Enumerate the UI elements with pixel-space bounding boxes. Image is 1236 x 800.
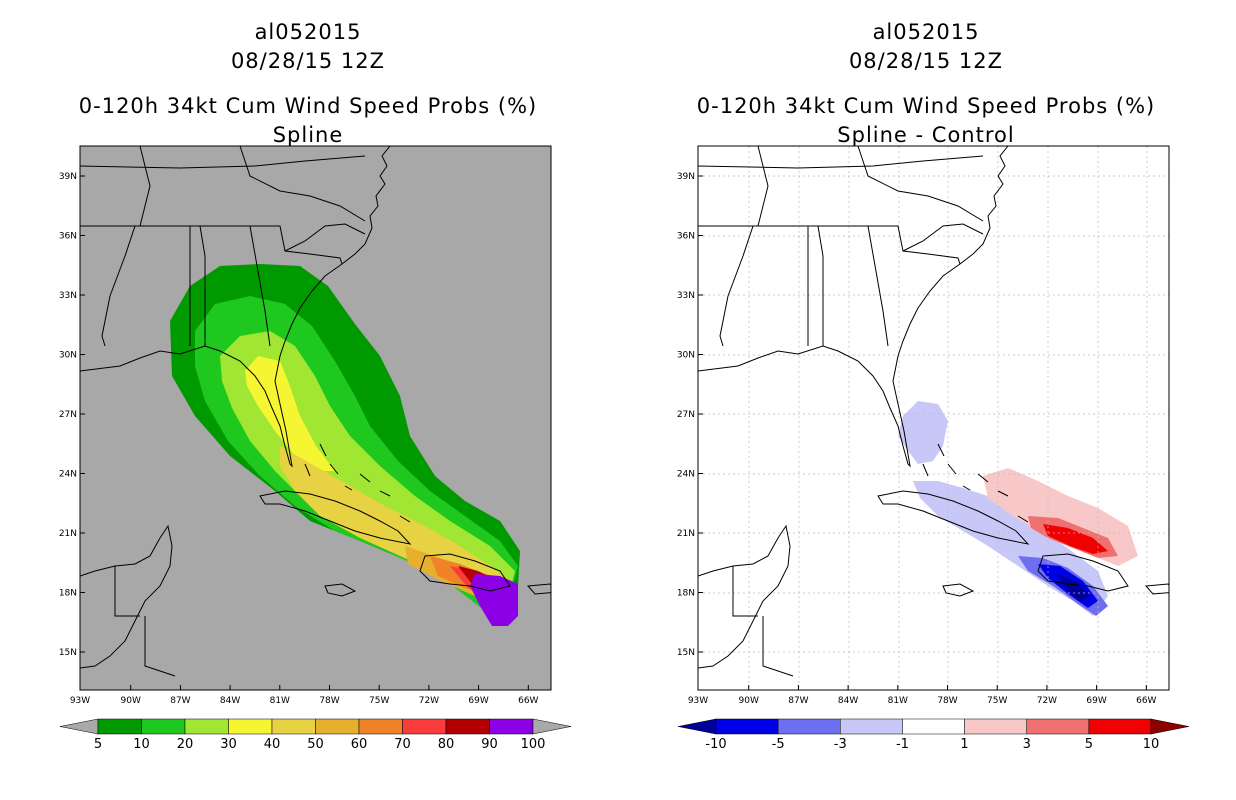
colorbar-label: 50 <box>307 737 324 752</box>
colorbar-segment <box>489 718 534 735</box>
lon-tick-label: 93W <box>70 696 90 706</box>
colorbar-under-triangle <box>677 718 717 735</box>
lat-tick-label: 18N <box>59 589 77 599</box>
colorbar-segment <box>141 718 186 735</box>
right-ticks: 39N 36N 33N 30N 27N 24N 21N 18N 15N 93W 90W 87W 84W 8… <box>677 172 1157 706</box>
lat-tick-label: 39N <box>59 172 77 182</box>
graticule <box>698 146 1169 690</box>
lon-tick-label: 78W <box>319 696 339 706</box>
colorbar-label: 10 <box>1143 737 1160 752</box>
lon-tick-label: 66W <box>518 696 538 706</box>
left-product: 0-120h 34kt Cum Wind Speed Probs (%) <box>78 94 538 118</box>
lat-tick-label: 33N <box>677 291 695 301</box>
lat-tick-label: 15N <box>677 648 695 658</box>
colorbar-segment <box>902 718 965 735</box>
lon-tick-label: 87W <box>170 696 190 706</box>
colorbar-label: 80 <box>438 737 455 752</box>
lat-tick-label: 21N <box>59 529 77 539</box>
colorbar-over-triangle <box>532 718 572 735</box>
colorbar-label: 70 <box>394 737 411 752</box>
left-subtitle: Spline <box>272 123 344 147</box>
right-product: 0-120h 34kt Cum Wind Speed Probs (%) <box>696 94 1156 118</box>
colorbar-segment <box>271 718 316 735</box>
right-date: 08/28/15 12Z <box>848 49 1004 73</box>
colorbar-segment <box>184 718 229 735</box>
colorbar-segment <box>1026 718 1090 735</box>
colorbar-over-triangle <box>1150 718 1190 735</box>
colorbar-label: 100 <box>521 737 546 752</box>
right-panel-title: al052015 08/28/15 12Z 0-120h 34kt Cum Wi… <box>626 18 1226 150</box>
right-subtitle: Spline - Control <box>837 123 1015 147</box>
lat-tick-label: 15N <box>59 648 77 658</box>
colorbar-label: 5 <box>1085 737 1093 752</box>
colorbar-label: 1 <box>960 737 968 752</box>
lat-tick-label: 21N <box>677 529 695 539</box>
colorbar-label: 20 <box>177 737 194 752</box>
lat-tick-label: 27N <box>677 410 695 420</box>
lon-tick-label: 87W <box>788 696 808 706</box>
colorbar-segment <box>315 718 360 735</box>
lon-tick-label: 75W <box>369 696 389 706</box>
lon-tick-label: 81W <box>270 696 290 706</box>
lat-tick-label: 36N <box>59 232 77 242</box>
left-ticks: 39N 36N 33N 30N 27N 24N 21N 18N 15N 93W 90W 87W 84W 8… <box>59 172 539 706</box>
colorbar-label: 40 <box>264 737 281 752</box>
lat-tick-label: 18N <box>677 589 695 599</box>
lat-tick-label: 33N <box>59 291 77 301</box>
left-map <box>79 145 552 691</box>
colorbar-label: -1 <box>896 737 909 752</box>
colorbar-label: 5 <box>94 737 102 752</box>
colorbar-under-triangle <box>59 718 99 735</box>
lon-tick-label: 81W <box>888 696 908 706</box>
colorbar-label: 3 <box>1023 737 1031 752</box>
colorbar-segment <box>840 718 903 735</box>
lon-tick-label: 90W <box>739 696 759 706</box>
lat-tick-label: 30N <box>59 351 77 361</box>
lon-tick-label: 78W <box>937 696 957 706</box>
lon-tick-label: 84W <box>220 696 240 706</box>
lon-tick-label: 72W <box>1037 696 1057 706</box>
colorbar-segment <box>1088 718 1152 735</box>
left-colorbar: 5 10 20 30 40 50 60 70 80 90 100 <box>59 718 572 752</box>
lon-tick-label: 84W <box>838 696 858 706</box>
lon-tick-label: 93W <box>688 696 708 706</box>
colorbar-label: 90 <box>481 737 498 752</box>
right-colorbar: -10 -5 -3 -1 1 3 5 10 <box>677 718 1190 752</box>
left-storm-id: al052015 <box>254 20 362 44</box>
lat-tick-label: 39N <box>677 172 695 182</box>
lat-tick-label: 36N <box>677 232 695 242</box>
colorbar-segment <box>715 718 779 735</box>
right-map <box>697 145 1170 691</box>
lat-tick-label: 24N <box>59 470 77 480</box>
lon-tick-label: 90W <box>121 696 141 706</box>
colorbar-segment <box>964 718 1027 735</box>
colorbar-segment <box>402 718 447 735</box>
left-panel-title: al052015 08/28/15 12Z 0-120h 34kt Cum Wi… <box>8 18 608 150</box>
colorbar-label: 30 <box>220 737 237 752</box>
colorbar-segment <box>228 718 273 735</box>
lat-tick-label: 27N <box>59 410 77 420</box>
colorbar-segment <box>777 718 841 735</box>
colorbar-label: 10 <box>133 737 150 752</box>
colorbar-segment <box>358 718 403 735</box>
colorbar-segment <box>445 718 490 735</box>
colorbar-label: -5 <box>772 737 785 752</box>
right-storm-id: al052015 <box>872 20 980 44</box>
lat-tick-label: 24N <box>677 470 695 480</box>
colorbar-label: 60 <box>351 737 368 752</box>
lon-tick-label: 69W <box>468 696 488 706</box>
lon-tick-label: 66W <box>1136 696 1156 706</box>
lat-tick-label: 30N <box>677 351 695 361</box>
colorbar-segment <box>97 718 142 735</box>
lon-tick-label: 72W <box>419 696 439 706</box>
lon-tick-label: 69W <box>1086 696 1106 706</box>
colorbar-label: -3 <box>834 737 847 752</box>
colorbar-label: -10 <box>705 737 726 752</box>
lon-tick-label: 75W <box>987 696 1007 706</box>
left-date: 08/28/15 12Z <box>230 49 386 73</box>
